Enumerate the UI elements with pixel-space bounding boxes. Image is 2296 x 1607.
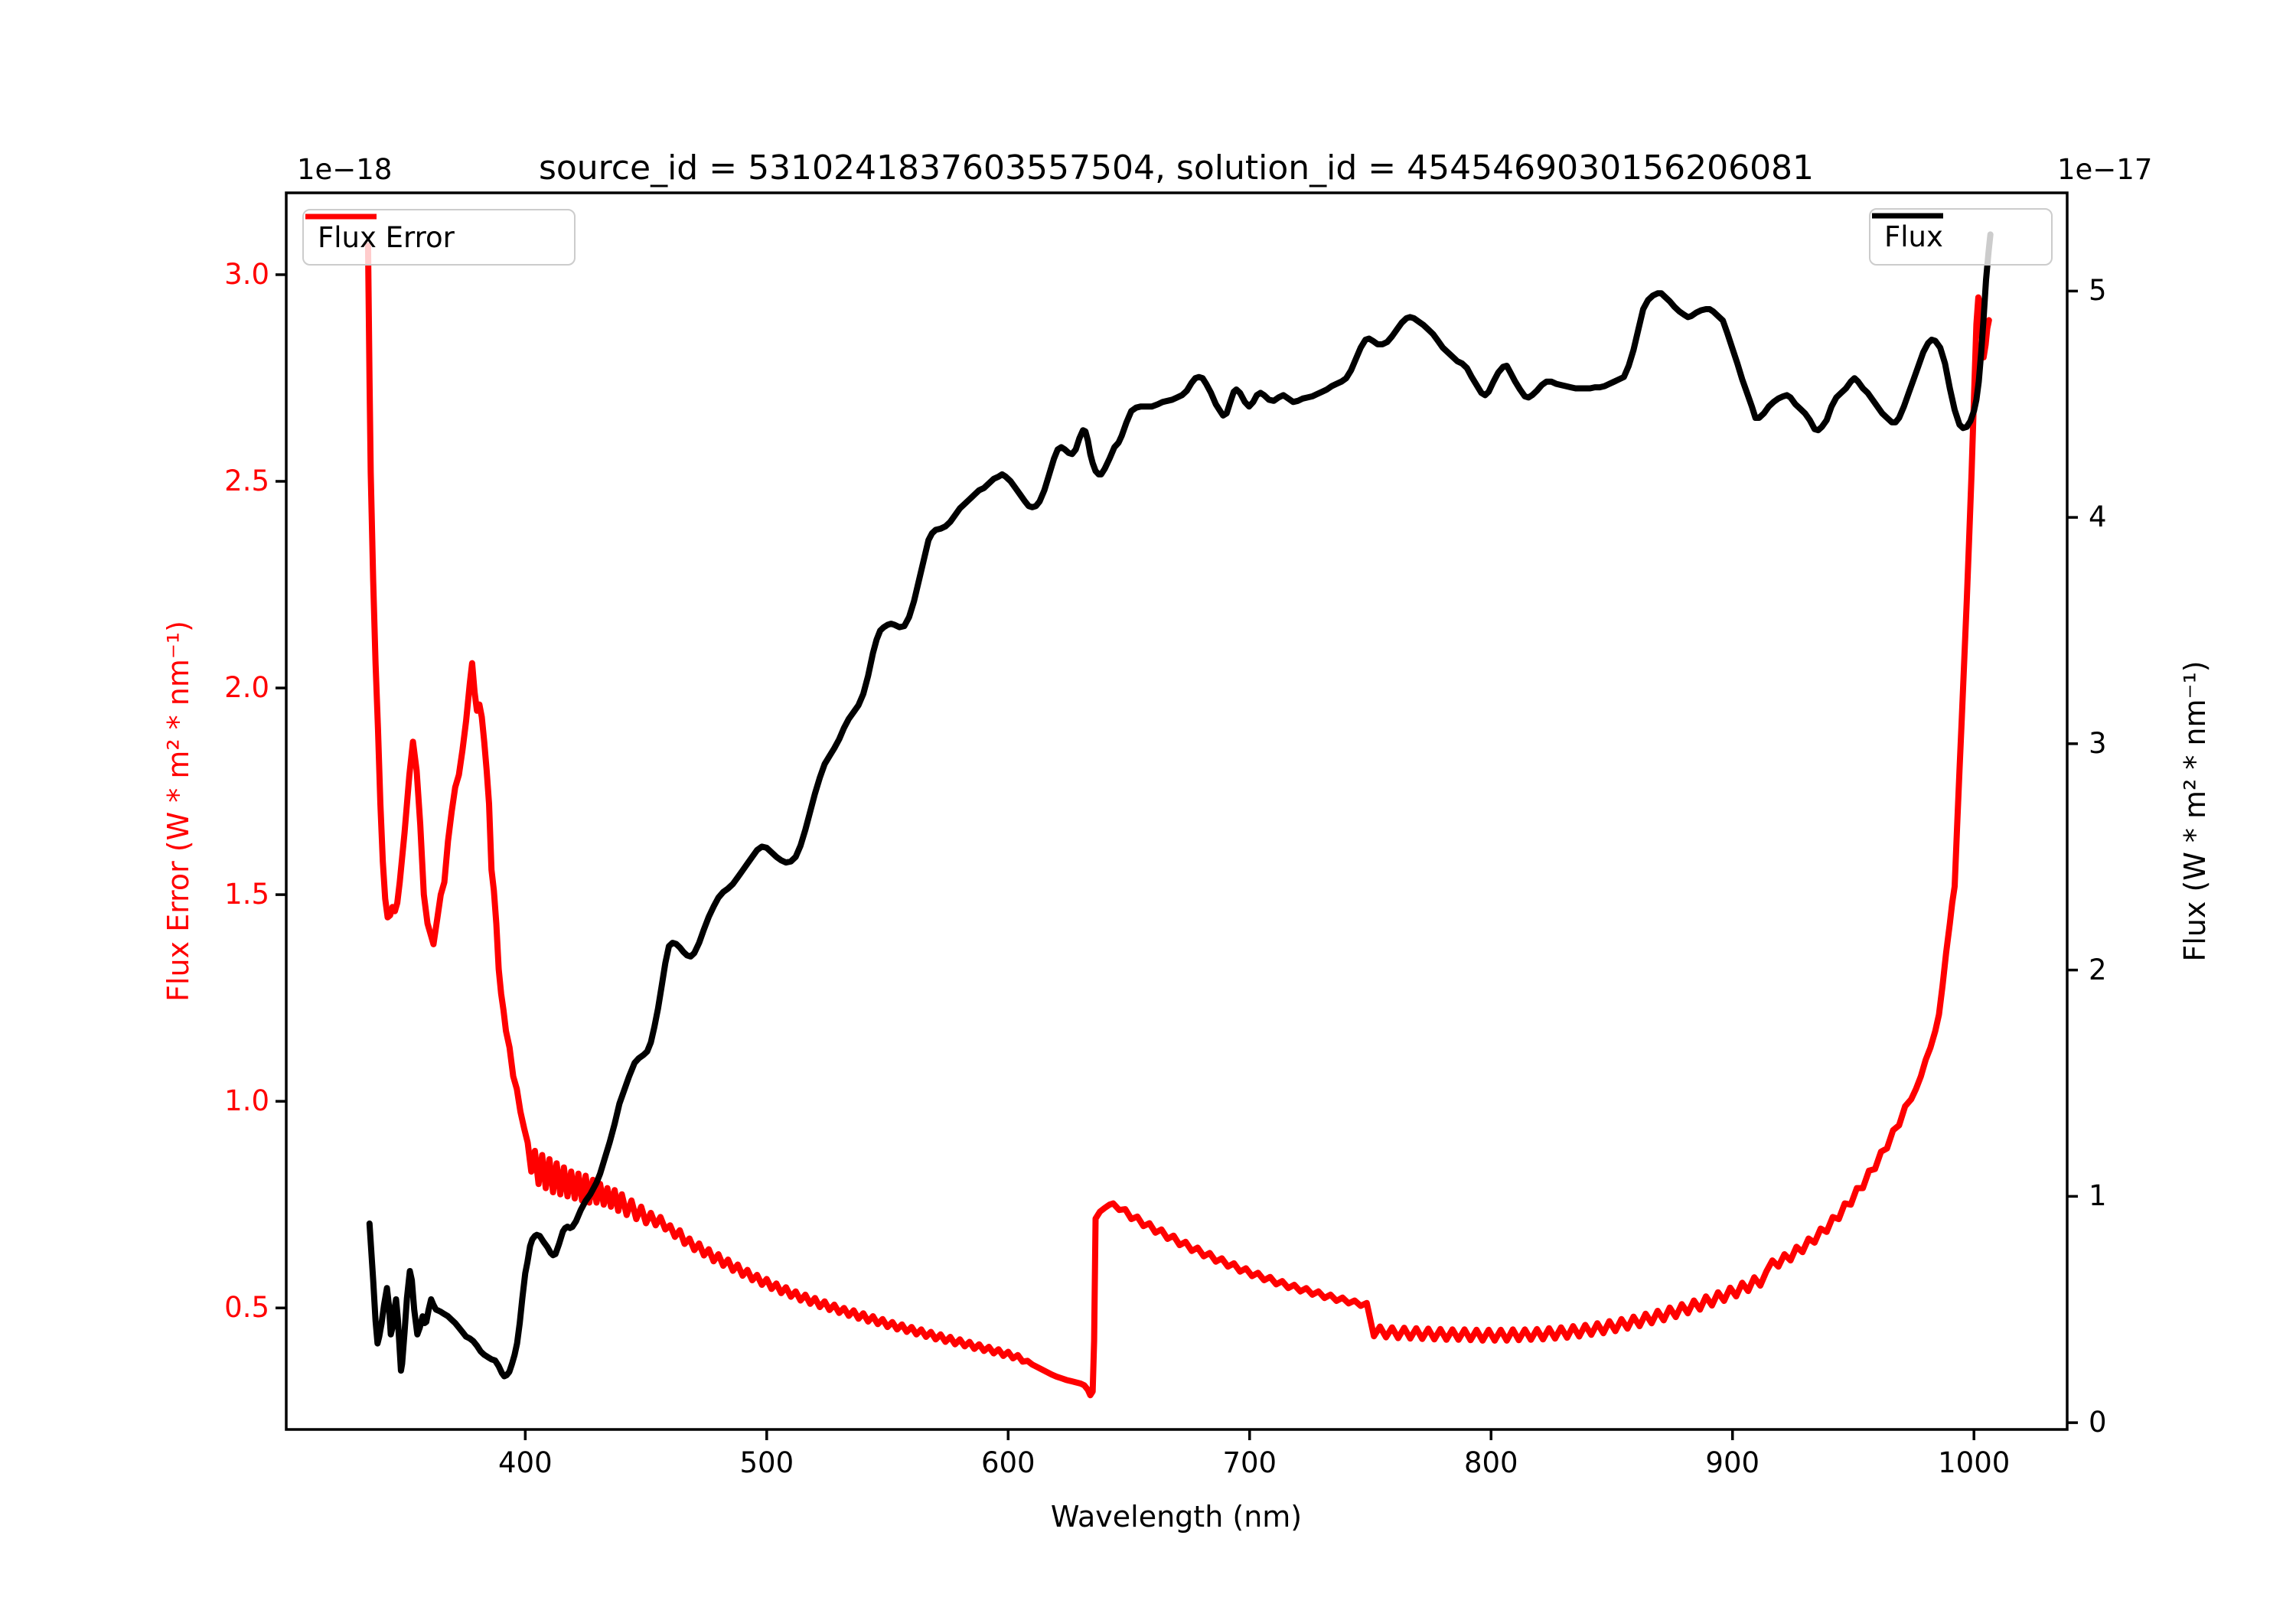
right-axis-offset: 1e−17 xyxy=(2057,153,2153,186)
x-axis-label: Wavelength (nm) xyxy=(1050,1500,1303,1534)
right-tick-label: 4 xyxy=(2089,500,2107,534)
left-axis-offset: 1e−18 xyxy=(297,153,393,186)
right-tick-label: 3 xyxy=(2089,726,2107,760)
x-tick-label: 700 xyxy=(1222,1446,1277,1479)
left-tick-label: 2.5 xyxy=(224,464,269,497)
right-tick-label: 0 xyxy=(2089,1406,2107,1439)
right-tick-label: 2 xyxy=(2089,953,2107,986)
left-tick-label: 2.0 xyxy=(224,671,269,705)
x-tick-label: 900 xyxy=(1705,1446,1760,1479)
left-tick-label: 1.0 xyxy=(224,1084,269,1118)
chart-title: source_id = 5310241837603557504, solutio… xyxy=(538,148,1815,187)
x-tick-label: 600 xyxy=(980,1446,1035,1479)
legend-flux-error: Flux Error xyxy=(302,209,576,266)
left-tick-label: 1.5 xyxy=(224,878,269,911)
flux-line-sample xyxy=(1872,213,1943,219)
curve-flux xyxy=(366,231,1994,1380)
right-tick-label: 1 xyxy=(2089,1179,2107,1213)
left-tick-label: 0.5 xyxy=(224,1291,269,1325)
axes-spines xyxy=(285,191,2069,1431)
x-tick-label: 400 xyxy=(498,1446,553,1479)
flux-error-line-sample xyxy=(305,214,377,220)
legend-flux-label: Flux xyxy=(1884,220,1943,253)
left-tick-label: 3.0 xyxy=(224,257,269,291)
curve-flux-error xyxy=(364,243,1992,1399)
right-tick-label: 5 xyxy=(2089,274,2107,308)
legend-flux: Flux xyxy=(1869,208,2053,266)
x-tick-label: 1000 xyxy=(1938,1446,2011,1479)
right-axis-label: Flux (W * m² * nm⁻¹) xyxy=(2178,660,2212,962)
legend-flux-error-label: Flux Error xyxy=(318,220,455,254)
x-tick-label: 800 xyxy=(1463,1446,1518,1479)
x-tick-label: 500 xyxy=(739,1446,794,1479)
